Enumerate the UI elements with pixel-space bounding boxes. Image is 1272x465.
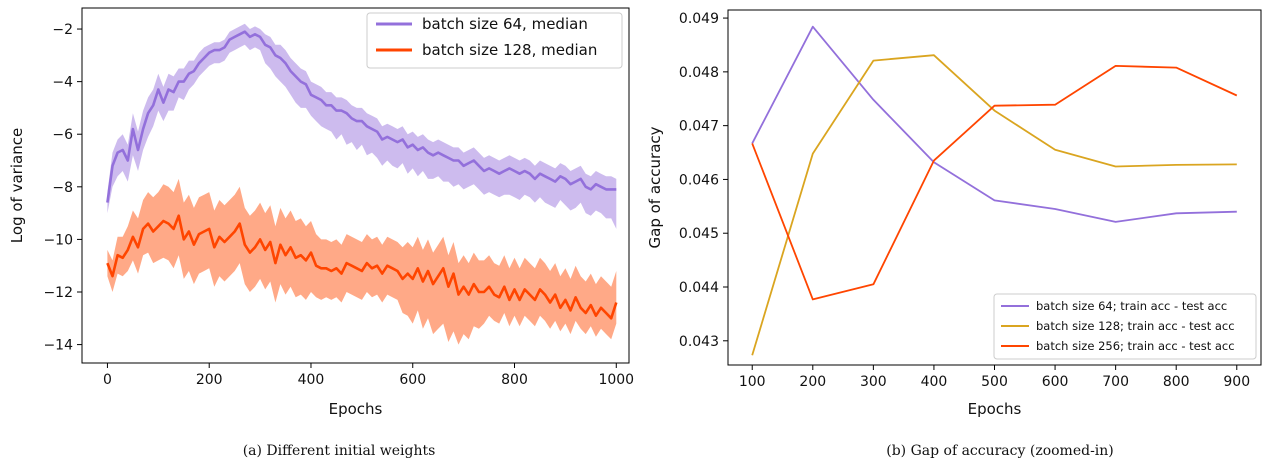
chart-a-x-ticks: 0 200 400 600 800 1000 <box>103 363 634 388</box>
chart-b-ytick-label: 0.046 <box>679 172 719 188</box>
chart-b-xtick-label: 600 <box>1042 374 1069 390</box>
chart-a-band-series-1 <box>107 178 617 345</box>
chart-b-line-series-1 <box>751 54 1237 356</box>
chart-b-xtick-label: 300 <box>860 374 887 390</box>
chart-b-y-ticks: 0.043 0.044 0.045 0.046 0.047 0.048 0.049 <box>679 11 728 350</box>
chart-b-xtick-label: 900 <box>1223 374 1250 390</box>
chart-b-ytick-label: 0.044 <box>679 280 719 296</box>
chart-a-plot-frame <box>81 7 630 364</box>
chart-a-line-series-1 <box>106 214 618 320</box>
chart-a-lines <box>106 30 618 320</box>
chart-a-legend: batch size 64, median batch size 128, me… <box>366 12 623 69</box>
chart-b-legend: batch size 64; train acc - test acc batc… <box>993 293 1257 360</box>
chart-a-ytick-label: −10 <box>43 232 73 248</box>
chart-a-legend-label-0: batch size 64, median <box>422 15 588 33</box>
chart-b-legend-label-0: batch size 64; train acc - test acc <box>1036 299 1227 313</box>
chart-a-y-ticks: −14 −12 −10 −8 −6 −4 −2 <box>43 22 82 354</box>
chart-a-band-series-0 <box>107 23 617 229</box>
chart-b-ytick-label: 0.049 <box>679 11 719 27</box>
chart-b-legend-label-1: batch size 128; train acc - test acc <box>1036 319 1235 333</box>
chart-a-xtick-label: 800 <box>501 372 528 388</box>
chart-b-line-series-2 <box>751 65 1238 301</box>
chart-a-ytick-label: −8 <box>52 180 73 196</box>
chart-b-legend-box <box>993 293 1257 360</box>
chart-b-xtick-label: 200 <box>799 374 826 390</box>
chart-b-ytick-label: 0.043 <box>679 334 719 350</box>
chart-b-legend-label-2: batch size 256; train acc - test acc <box>1036 339 1235 353</box>
chart-b-xtick-label: 700 <box>1102 374 1129 390</box>
chart-a-ylabel: Log of variance <box>8 128 26 243</box>
chart-a: 0 200 400 600 800 1000 −14 −12 −10 −8 −6 −4 −2 Epoc… <box>8 7 634 459</box>
chart-a-caption: (a) Different initial weights <box>243 443 436 459</box>
chart-b-lines <box>751 25 1238 356</box>
chart-b-xlabel: Epochs <box>968 400 1022 418</box>
chart-b-ytick-label: 0.045 <box>679 226 719 242</box>
chart-a-ytick-label: −2 <box>52 22 73 38</box>
chart-b-ytick-label: 0.048 <box>679 65 719 81</box>
chart-a-ytick-label: −14 <box>43 338 73 354</box>
chart-b-caption: (b) Gap of accuracy (zoomed-in) <box>886 443 1114 459</box>
chart-a-xtick-label: 400 <box>298 372 325 388</box>
chart-b-ytick-label: 0.047 <box>679 119 719 135</box>
chart-a-xtick-label: 1000 <box>598 372 634 388</box>
chart-b-xtick-label: 500 <box>981 374 1008 390</box>
chart-a-legend-box <box>366 12 623 69</box>
chart-b-x-ticks: 100 200 300 400 500 600 700 800 900 <box>739 365 1250 390</box>
chart-b-xtick-label: 100 <box>739 374 766 390</box>
chart-a-legend-label-1: batch size 128, median <box>422 41 597 59</box>
chart-a-xtick-label: 0 <box>103 372 112 388</box>
chart-a-xlabel: Epochs <box>329 400 383 418</box>
chart-a-ytick-label: −12 <box>43 285 73 301</box>
chart-b-xtick-label: 800 <box>1163 374 1190 390</box>
chart-a-ytick-label: −4 <box>52 75 73 91</box>
chart-b: 100 200 300 400 500 600 700 800 900 0.0430.0440.… <box>646 9 1262 459</box>
chart-a-xtick-label: 600 <box>399 372 426 388</box>
chart-a-bands <box>107 23 617 345</box>
chart-b-line-series-0 <box>751 25 1237 223</box>
chart-a-ytick-label: −6 <box>52 127 73 143</box>
chart-a-xtick-label: 200 <box>196 372 223 388</box>
chart-b-xtick-label: 400 <box>921 374 948 390</box>
chart-b-ylabel: Gap of accuracy <box>646 126 664 248</box>
chart-a-line-series-0 <box>106 30 617 203</box>
